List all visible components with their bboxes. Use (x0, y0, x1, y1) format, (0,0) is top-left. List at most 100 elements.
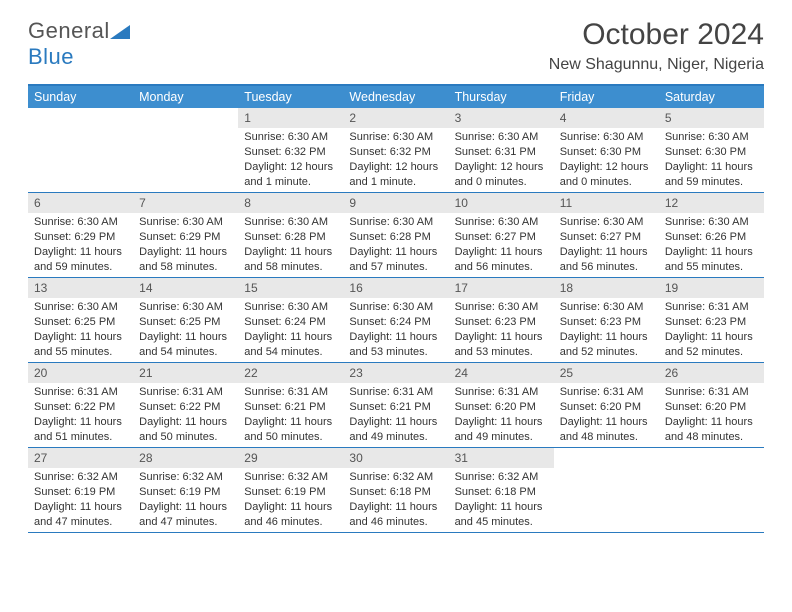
calendar-day-cell: 25Sunrise: 6:31 AMSunset: 6:20 PMDayligh… (554, 363, 659, 447)
sunset-line: Sunset: 6:31 PM (455, 145, 548, 160)
sunset-line: Sunset: 6:21 PM (349, 400, 442, 415)
calendar-day-cell: 16Sunrise: 6:30 AMSunset: 6:24 PMDayligh… (343, 278, 448, 362)
calendar-week-row: 20Sunrise: 6:31 AMSunset: 6:22 PMDayligh… (28, 363, 764, 448)
sunrise-line: Sunrise: 6:31 AM (665, 300, 758, 315)
daylight-line: Daylight: 11 hours and 56 minutes. (560, 245, 653, 275)
day-number: 3 (449, 108, 554, 128)
weekday-header: Saturday (659, 86, 764, 108)
calendar-page: GeneralBlue October 2024 New Shagunnu, N… (0, 0, 792, 551)
sunset-line: Sunset: 6:28 PM (244, 230, 337, 245)
sunrise-line: Sunrise: 6:32 AM (139, 470, 232, 485)
day-details: Sunrise: 6:32 AMSunset: 6:19 PMDaylight:… (133, 470, 238, 529)
sunrise-line: Sunrise: 6:31 AM (665, 385, 758, 400)
day-details: Sunrise: 6:30 AMSunset: 6:24 PMDaylight:… (343, 300, 448, 359)
day-details: Sunrise: 6:30 AMSunset: 6:32 PMDaylight:… (238, 130, 343, 189)
sunset-line: Sunset: 6:27 PM (455, 230, 548, 245)
daylight-line: Daylight: 11 hours and 49 minutes. (349, 415, 442, 445)
day-details: Sunrise: 6:30 AMSunset: 6:23 PMDaylight:… (449, 300, 554, 359)
sunrise-line: Sunrise: 6:30 AM (455, 130, 548, 145)
calendar-week-row: 13Sunrise: 6:30 AMSunset: 6:25 PMDayligh… (28, 278, 764, 363)
day-number: 19 (659, 278, 764, 298)
sunset-line: Sunset: 6:22 PM (139, 400, 232, 415)
page-title: October 2024 (549, 18, 764, 52)
sunrise-line: Sunrise: 6:31 AM (244, 385, 337, 400)
page-subtitle: New Shagunnu, Niger, Nigeria (549, 56, 764, 74)
sunrise-line: Sunrise: 6:31 AM (455, 385, 548, 400)
calendar-day-cell: 21Sunrise: 6:31 AMSunset: 6:22 PMDayligh… (133, 363, 238, 447)
day-number (28, 108, 133, 128)
day-details: Sunrise: 6:30 AMSunset: 6:25 PMDaylight:… (28, 300, 133, 359)
sunset-line: Sunset: 6:24 PM (349, 315, 442, 330)
calendar: SundayMondayTuesdayWednesdayThursdayFrid… (28, 84, 764, 533)
day-number: 1 (238, 108, 343, 128)
daylight-line: Daylight: 11 hours and 50 minutes. (244, 415, 337, 445)
day-number: 27 (28, 448, 133, 468)
top-bar: GeneralBlue October 2024 New Shagunnu, N… (28, 18, 764, 74)
sunrise-line: Sunrise: 6:30 AM (665, 215, 758, 230)
calendar-day-cell: 1Sunrise: 6:30 AMSunset: 6:32 PMDaylight… (238, 108, 343, 192)
day-number: 15 (238, 278, 343, 298)
day-details: Sunrise: 6:30 AMSunset: 6:30 PMDaylight:… (554, 130, 659, 189)
day-details: Sunrise: 6:30 AMSunset: 6:31 PMDaylight:… (449, 130, 554, 189)
daylight-line: Daylight: 11 hours and 52 minutes. (665, 330, 758, 360)
sunrise-line: Sunrise: 6:30 AM (244, 130, 337, 145)
day-details: Sunrise: 6:30 AMSunset: 6:27 PMDaylight:… (449, 215, 554, 274)
sunset-line: Sunset: 6:30 PM (560, 145, 653, 160)
calendar-day-cell: 30 Sunrise: 6:32 AMSunset: 6:18 PMDayligh… (343, 448, 448, 532)
weekday-header: Tuesday (238, 86, 343, 108)
day-details: Sunrise: 6:32 AMSunset: 6:19 PMDaylight:… (28, 470, 133, 529)
day-details: Sunrise: 6:30 AMSunset: 6:26 PMDaylight:… (659, 215, 764, 274)
sunrise-line: Sunrise: 6:30 AM (560, 215, 653, 230)
day-number: 2 (343, 108, 448, 128)
day-details: Sunrise: 6:30 AMSunset: 6:28 PMDaylight:… (343, 215, 448, 274)
daylight-line: Daylight: 11 hours and 54 minutes. (244, 330, 337, 360)
calendar-day-cell: 7Sunrise: 6:30 AMSunset: 6:29 PMDaylight… (133, 193, 238, 277)
sunrise-line: Sunrise: 6:32 AM (349, 470, 442, 485)
sunset-line: Sunset: 6:18 PM (349, 485, 442, 500)
day-number: 14 (133, 278, 238, 298)
day-number: 11 (554, 193, 659, 213)
day-number: 5 (659, 108, 764, 128)
sunset-line: Sunset: 6:32 PM (244, 145, 337, 160)
calendar-day-cell: 13Sunrise: 6:30 AMSunset: 6:25 PMDayligh… (28, 278, 133, 362)
daylight-line: Daylight: 11 hours and 54 minutes. (139, 330, 232, 360)
daylight-line: Daylight: 12 hours and 0 minutes. (455, 160, 548, 190)
logo-word-2: Blue (28, 44, 74, 69)
sunset-line: Sunset: 6:22 PM (34, 400, 127, 415)
day-details: Sunrise: 6:30 AMSunset: 6:25 PMDaylight:… (133, 300, 238, 359)
calendar-week-row: 6Sunrise: 6:30 AMSunset: 6:29 PMDaylight… (28, 193, 764, 278)
sunrise-line: Sunrise: 6:32 AM (244, 470, 337, 485)
day-details: Sunrise: 6:32 AMSunset: 6:18 PMDaylight:… (449, 470, 554, 529)
weekday-header: Monday (133, 86, 238, 108)
sunrise-line: Sunrise: 6:30 AM (244, 215, 337, 230)
sunset-line: Sunset: 6:19 PM (139, 485, 232, 500)
sunrise-line: Sunrise: 6:30 AM (349, 300, 442, 315)
day-number: 10 (449, 193, 554, 213)
day-number: 23 (343, 363, 448, 383)
calendar-day-cell: 14Sunrise: 6:30 AMSunset: 6:25 PMDayligh… (133, 278, 238, 362)
sunrise-line: Sunrise: 6:30 AM (349, 130, 442, 145)
daylight-line: Daylight: 11 hours and 46 minutes. (244, 500, 337, 530)
day-details: Sunrise: 6:31 AMSunset: 6:20 PMDaylight:… (554, 385, 659, 444)
day-number: 30 (343, 448, 448, 468)
sunrise-line: Sunrise: 6:30 AM (665, 130, 758, 145)
day-number: 7 (133, 193, 238, 213)
day-details: Sunrise: 6:30 AMSunset: 6:28 PMDaylight:… (238, 215, 343, 274)
day-number (554, 448, 659, 468)
day-number: 8 (238, 193, 343, 213)
daylight-line: Daylight: 11 hours and 53 minutes. (349, 330, 442, 360)
day-details: Sunrise: 6:31 AMSunset: 6:22 PMDaylight:… (28, 385, 133, 444)
sunrise-line: Sunrise: 6:30 AM (349, 215, 442, 230)
weekday-header: Wednesday (343, 86, 448, 108)
logo-text: GeneralBlue (28, 18, 130, 70)
calendar-body: 1Sunrise: 6:30 AMSunset: 6:32 PMDaylight… (28, 108, 764, 533)
sunrise-line: Sunrise: 6:31 AM (139, 385, 232, 400)
calendar-day-cell: 18Sunrise: 6:30 AMSunset: 6:23 PMDayligh… (554, 278, 659, 362)
day-details: Sunrise: 6:30 AMSunset: 6:30 PMDaylight:… (659, 130, 764, 189)
day-number: 18 (554, 278, 659, 298)
calendar-day-cell: 2Sunrise: 6:30 AMSunset: 6:32 PMDaylight… (343, 108, 448, 192)
calendar-week-row: 1Sunrise: 6:30 AMSunset: 6:32 PMDaylight… (28, 108, 764, 193)
day-number: 31 (449, 448, 554, 468)
daylight-line: Daylight: 11 hours and 46 minutes. (349, 500, 442, 530)
sunrise-line: Sunrise: 6:31 AM (560, 385, 653, 400)
